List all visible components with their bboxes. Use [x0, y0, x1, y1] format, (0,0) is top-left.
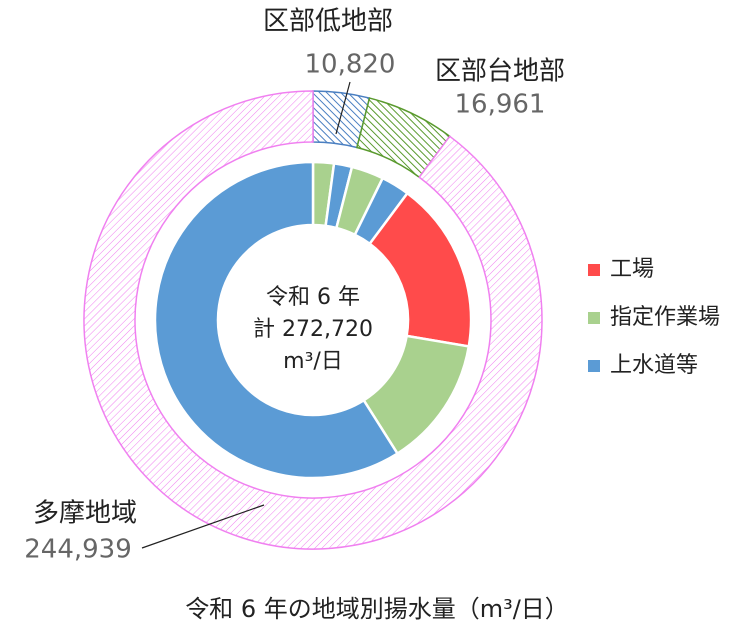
- region-label: 区部台地部: [435, 57, 565, 87]
- region-label: 多摩地域: [33, 499, 137, 529]
- region-value: 16,961: [455, 90, 546, 120]
- center-text: m³/日: [283, 349, 343, 374]
- legend-swatch: [588, 312, 600, 324]
- legend-swatch: [588, 264, 600, 276]
- outer-segment: [83, 90, 543, 550]
- center-text: 計 272,720: [253, 317, 373, 342]
- legend-swatch: [588, 360, 600, 372]
- region-value: 10,820: [305, 50, 396, 80]
- chart-title: 令和 6 年の地域別揚水量（m³/日）: [185, 595, 569, 623]
- legend-label: 工場: [610, 257, 654, 282]
- legend-label: 上水道等: [610, 353, 698, 378]
- legend-label: 指定作業場: [610, 305, 720, 330]
- center-text: 令和 6 年: [266, 285, 360, 310]
- leader-line: [335, 81, 351, 135]
- leader-line: [141, 504, 265, 549]
- region-label: 区部低地部: [263, 7, 393, 37]
- inner-segment: [153, 160, 400, 480]
- region-value: 244,939: [24, 535, 132, 565]
